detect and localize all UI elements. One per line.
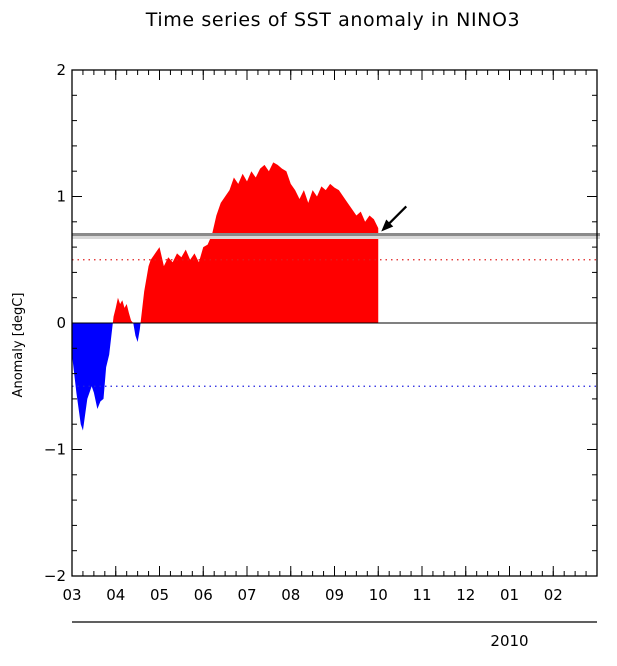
y-tick-label: 0 bbox=[56, 314, 66, 332]
x-tick-label: 06 bbox=[194, 586, 213, 604]
anomaly-area-group bbox=[72, 162, 379, 431]
y-axis-label: Anomaly [degC] bbox=[11, 293, 26, 398]
reference-lines-group bbox=[72, 205, 600, 387]
x-tick-label: 10 bbox=[369, 586, 388, 604]
negative-anomaly-area bbox=[72, 323, 379, 431]
x-tick-label: 03 bbox=[62, 586, 81, 604]
x-tick-label: 08 bbox=[281, 586, 300, 604]
x-tick-label: 05 bbox=[150, 586, 169, 604]
x-tick-label: 01 bbox=[500, 586, 519, 604]
chart-title: Time series of SST anomaly in NINO3 bbox=[145, 9, 520, 31]
positive-anomaly-area bbox=[72, 162, 379, 323]
x-tick-label: 04 bbox=[106, 586, 125, 604]
y-tick-label: 2 bbox=[56, 61, 66, 79]
pointer-arrow-shaft bbox=[386, 205, 408, 227]
x-tick-label: 09 bbox=[325, 586, 344, 604]
y-tick-label: 1 bbox=[56, 188, 66, 206]
x-tick-label: 02 bbox=[544, 586, 563, 604]
y-tick-label: −1 bbox=[44, 441, 66, 459]
x-tick-label: 11 bbox=[412, 586, 431, 604]
pointer-arrow-head bbox=[381, 219, 394, 232]
year-label: 2010 bbox=[490, 632, 528, 650]
x-tick-label: 12 bbox=[456, 586, 475, 604]
x-tick-label: 07 bbox=[237, 586, 256, 604]
y-tick-label: −2 bbox=[44, 567, 66, 585]
